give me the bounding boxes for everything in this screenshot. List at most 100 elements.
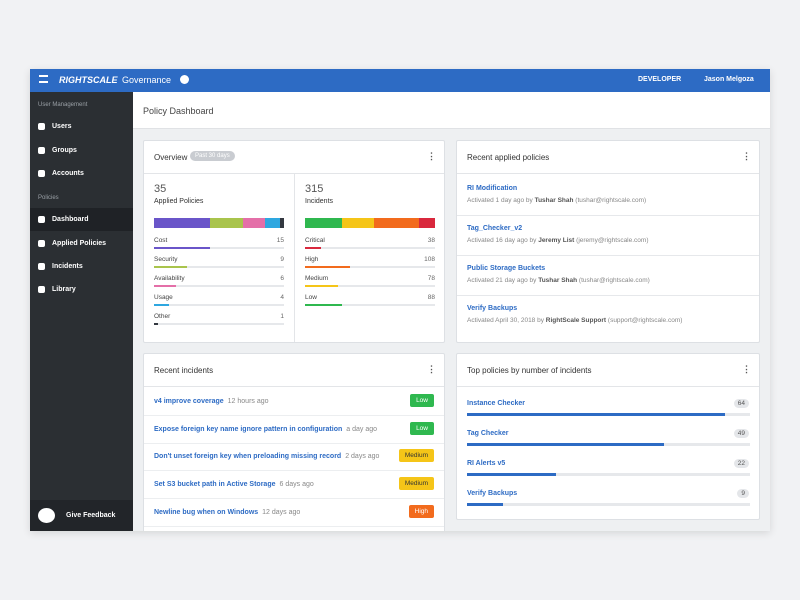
row-track bbox=[305, 247, 435, 249]
row-label: Cost bbox=[154, 237, 168, 244]
row-label: Critical bbox=[305, 237, 325, 244]
count-bar bbox=[467, 503, 504, 506]
card-header: Top policies by number of incidents ⋮ bbox=[457, 354, 759, 387]
feedback[interactable]: Give Feedback bbox=[30, 500, 133, 531]
nav-item[interactable]: Incidents bbox=[30, 255, 133, 278]
bar-track bbox=[467, 503, 750, 506]
policy-name[interactable]: Public Storage Buckets bbox=[467, 265, 546, 272]
row-value: 108 bbox=[424, 256, 435, 263]
nav-icon bbox=[38, 147, 45, 154]
nav-label: Users bbox=[52, 123, 72, 130]
row-bar bbox=[305, 304, 342, 306]
nav-item[interactable]: Applied Policies bbox=[30, 232, 133, 255]
row-value: 1 bbox=[280, 313, 284, 320]
row-track bbox=[154, 266, 284, 268]
sidebar: Give Feedback User Management Users Groups… bbox=[30, 92, 133, 531]
row-bar bbox=[305, 285, 338, 287]
app: RIGHTSCALE Governance DEVELOPER Jason Me… bbox=[30, 69, 770, 531]
row-bar bbox=[154, 285, 177, 287]
row-track bbox=[305, 304, 435, 306]
row-track bbox=[305, 285, 435, 287]
row-value: 38 bbox=[427, 237, 435, 244]
row-track bbox=[305, 266, 435, 268]
count-bar bbox=[467, 473, 556, 476]
email: (tushar@rightscale.com) bbox=[575, 197, 647, 204]
nav-item[interactable]: Users bbox=[30, 115, 133, 138]
stack-segment bbox=[280, 218, 284, 228]
incident-link[interactable]: Newline bug when on Windows bbox=[154, 508, 259, 516]
count-badge: 49 bbox=[733, 429, 749, 438]
incident-name: Set S3 bucket path in Active Storage 6 da… bbox=[154, 481, 314, 488]
severity-badge: High bbox=[408, 504, 434, 518]
nav-label: Accounts bbox=[52, 170, 84, 177]
incident-link[interactable]: Expose foreign key name ignore pattern i… bbox=[154, 425, 343, 433]
incident-link[interactable]: Don't unset foreign key when preloading … bbox=[154, 453, 342, 461]
policy-name[interactable]: Verify Backups bbox=[467, 305, 518, 312]
incident-time: 6 days ago bbox=[279, 481, 314, 489]
section-title: User Management bbox=[38, 102, 88, 108]
total: 35 bbox=[154, 183, 167, 195]
policy-name[interactable]: RI Modification bbox=[467, 185, 518, 192]
user: Jeremy List bbox=[538, 237, 575, 244]
separator bbox=[144, 415, 444, 416]
policy-name[interactable]: Tag_Checker_v2 bbox=[467, 225, 523, 232]
card-header: Overview ⋮ Past 30 days bbox=[144, 141, 444, 174]
row-label: Security bbox=[154, 256, 178, 263]
card-menu[interactable]: ⋮ bbox=[742, 364, 751, 374]
row-track bbox=[154, 247, 284, 249]
separator bbox=[144, 442, 444, 444]
account[interactable]: DEVELOPER bbox=[638, 76, 682, 83]
feedback-icon bbox=[38, 508, 55, 523]
nav-item[interactable]: Dashboard bbox=[30, 208, 133, 231]
separator bbox=[144, 498, 444, 500]
nav-icon bbox=[38, 286, 45, 293]
separator bbox=[457, 255, 759, 256]
nav-item[interactable]: Library bbox=[30, 278, 133, 301]
total-label: Incidents bbox=[305, 198, 334, 205]
nav-item[interactable]: Accounts bbox=[30, 162, 133, 185]
stack-segment bbox=[305, 218, 342, 228]
recent-applied-card: Recent applied policies ⋮ RI Modification A… bbox=[456, 140, 760, 343]
policy-name[interactable]: Instance Checker bbox=[467, 400, 525, 407]
row-label: Availability bbox=[154, 275, 185, 282]
section-title: Policies bbox=[38, 195, 59, 201]
product-menu[interactable] bbox=[180, 75, 189, 84]
divider bbox=[294, 174, 295, 342]
card-menu[interactable]: ⋮ bbox=[427, 151, 436, 161]
severity-badge: Medium bbox=[398, 477, 434, 491]
brand: RIGHTSCALE bbox=[59, 75, 118, 85]
activated: Activated 1 day ago by bbox=[467, 197, 533, 204]
incident-name: Don't unset foreign key when preloading … bbox=[154, 453, 379, 460]
stack-segment bbox=[374, 218, 420, 228]
activated: Activated 16 day ago by bbox=[467, 237, 537, 244]
row-label: Usage bbox=[154, 294, 173, 301]
card-title: Top policies by number of incidents bbox=[467, 366, 592, 375]
row-bar bbox=[154, 247, 210, 249]
card-menu[interactable]: ⋮ bbox=[742, 151, 751, 161]
incident-link[interactable]: v4 improve coverage bbox=[154, 398, 224, 405]
stack-segment bbox=[154, 218, 210, 228]
nav-item[interactable]: Groups bbox=[30, 139, 133, 162]
nav-icon bbox=[38, 263, 45, 270]
page-title: Policy Dashboard bbox=[143, 106, 214, 116]
incident-link[interactable]: Set S3 bucket path in Active Storage bbox=[154, 481, 276, 489]
count-badge: 9 bbox=[737, 489, 749, 498]
policy-name[interactable]: RI Alerts v5 bbox=[467, 460, 506, 467]
total-label: Applied Policies bbox=[154, 198, 204, 205]
user[interactable]: Jason Melgoza bbox=[704, 76, 754, 83]
stack-segment bbox=[341, 218, 375, 228]
row-value: 6 bbox=[280, 275, 284, 282]
row-value: 4 bbox=[280, 294, 284, 301]
activated: Activated 21 day ago by bbox=[467, 277, 537, 284]
card-title: Overview bbox=[154, 153, 188, 162]
user: Tushar Shah bbox=[534, 197, 574, 204]
card-menu[interactable]: ⋮ bbox=[427, 364, 436, 374]
feedback-label: Give Feedback bbox=[66, 512, 116, 519]
overview-card: Overview ⋮ Past 30 days 35 Applied Policies C… bbox=[143, 140, 445, 343]
policy-activated: Activated 1 day ago by Tushar Shah (tush… bbox=[467, 197, 646, 204]
policy-name[interactable]: Verify Backups bbox=[467, 490, 518, 497]
policy-name[interactable]: Tag Checker bbox=[467, 430, 509, 437]
row-track bbox=[154, 285, 284, 287]
menu-icon[interactable] bbox=[39, 75, 48, 83]
